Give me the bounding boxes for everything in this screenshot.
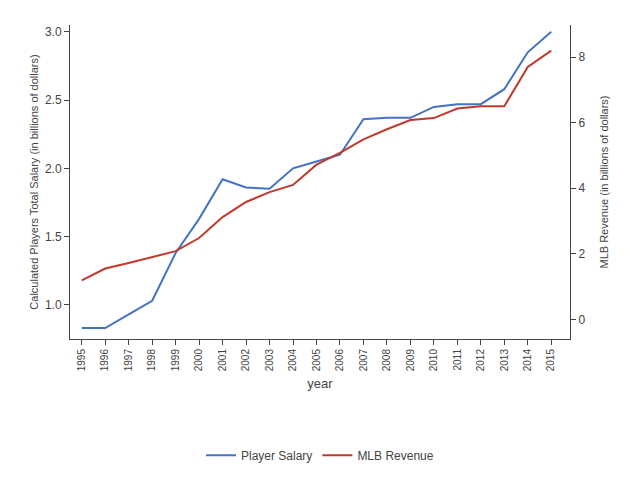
svg-text:2003: 2003 [264,349,275,372]
svg-text:2005: 2005 [311,349,322,372]
svg-text:0: 0 [578,313,585,327]
svg-text:2013: 2013 [499,349,510,372]
svg-text:2006: 2006 [334,349,345,372]
svg-text:2011: 2011 [452,349,463,371]
svg-text:2008: 2008 [381,349,392,372]
svg-text:8: 8 [578,50,585,64]
svg-text:1999: 1999 [170,349,181,372]
svg-text:2.5: 2.5 [45,93,62,107]
svg-text:2012: 2012 [475,349,486,372]
svg-text:2004: 2004 [287,349,298,372]
svg-text:2000: 2000 [193,349,204,372]
svg-text:2: 2 [578,247,585,261]
svg-text:2010: 2010 [428,349,439,372]
svg-text:MLB Revenue (in billions of do: MLB Revenue (in billions of dollars) [598,95,610,268]
svg-text:MLB Revenue: MLB Revenue [357,449,433,463]
svg-text:2014: 2014 [522,349,533,372]
svg-text:1.5: 1.5 [45,230,62,244]
svg-text:1996: 1996 [99,349,110,372]
svg-text:2015: 2015 [545,349,556,372]
svg-text:2001: 2001 [217,349,228,372]
svg-text:1997: 1997 [123,349,134,372]
svg-text:6: 6 [578,116,585,130]
svg-text:2.0: 2.0 [45,162,62,176]
svg-text:1995: 1995 [76,349,87,372]
svg-text:2007: 2007 [358,349,369,372]
svg-text:1.0: 1.0 [45,298,62,312]
svg-text:Player Salary: Player Salary [241,449,312,463]
svg-text:2009: 2009 [405,349,416,372]
svg-text:2002: 2002 [240,349,251,372]
svg-text:year: year [307,376,333,391]
svg-text:4: 4 [578,181,585,195]
svg-text:Calculated Players Total Salar: Calculated Players Total Salary (in bill… [28,54,40,309]
svg-text:1998: 1998 [146,349,157,372]
svg-text:3.0: 3.0 [45,25,62,39]
